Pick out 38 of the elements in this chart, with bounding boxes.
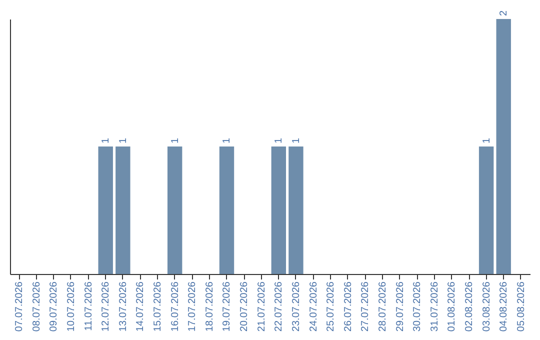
x-tick-label: 05.08.2026 [516,281,527,332]
data-label: 1 [481,138,492,144]
x-tick-label: 25.07.2026 [326,281,337,332]
x-tick-label: 03.08.2026 [481,281,492,332]
x-tick-label: 31.07.2026 [429,281,440,332]
x-tick-label: 30.07.2026 [412,281,424,332]
data-label: 1 [118,138,129,144]
x-tick-label: 04.08.2026 [498,281,510,332]
x-tick-label: 24.07.2026 [308,281,320,332]
x-tick-label: 07.07.2026 [14,281,26,332]
x-tick-label: 18.07.2026 [204,281,216,332]
x-tick-label: 10.07.2026 [66,281,77,332]
x-tick-label: 17.07.2026 [187,281,198,332]
x-tick-label: 16.07.2026 [170,281,181,332]
x-tick-label: 15.07.2026 [152,281,164,332]
x-tick-label: 20.07.2026 [239,281,250,332]
x-tick-label: 14.07.2026 [135,281,146,332]
data-label: 1 [222,138,233,144]
x-tick-label: 09.07.2026 [48,281,60,332]
data-label: 1 [274,138,285,144]
data-label: 1 [100,138,112,144]
x-tick-label: 23.07.2026 [290,281,302,332]
x-tick-label: 01.08.2026 [446,281,458,332]
data-label: 2 [498,10,510,16]
x-tick-label: 12.07.2026 [100,281,112,332]
x-tick-label: 19.07.2026 [222,281,233,332]
x-tick-label: 21.07.2026 [256,281,268,332]
x-tick-label: 29.07.2026 [394,281,406,332]
x-tick-label: 08.07.2026 [31,281,42,332]
x-tick-label: 11.07.2026 [83,281,94,331]
x-tick-label: 02.08.2026 [464,281,475,332]
data-label: 1 [170,138,181,144]
x-tick-label: 28.07.2026 [377,281,388,332]
x-tick-label: 22.07.2026 [274,281,285,332]
x-tick-label: 26.07.2026 [342,281,354,332]
x-tick-label: 13.07.2026 [118,281,129,332]
data-label: 1 [290,138,302,144]
x-tick-label: 27.07.2026 [360,281,372,332]
